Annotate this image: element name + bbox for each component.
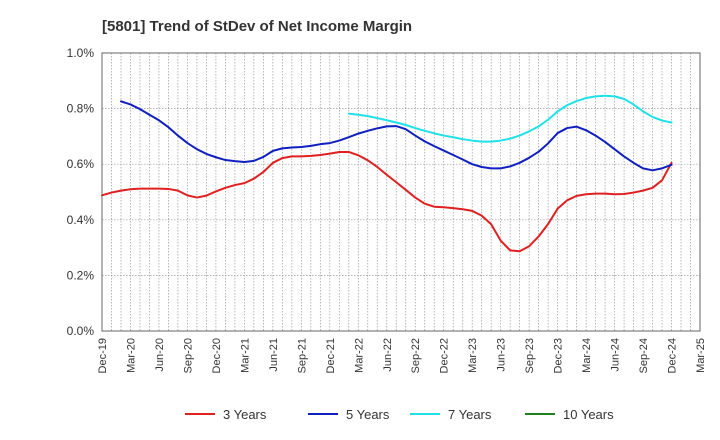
y-tick-label: 1.0% <box>67 46 95 60</box>
x-tick-label: Mar-24 <box>581 338 593 373</box>
x-tick-label: Mar-23 <box>467 338 479 373</box>
y-tick-label: 0.4% <box>67 213 95 227</box>
legend-label-10-years: 10 Years <box>563 407 614 422</box>
legend-label-3-years: 3 Years <box>223 407 267 422</box>
x-tick-label: Mar-20 <box>125 338 137 373</box>
x-tick-label: Jun-20 <box>154 338 166 372</box>
x-tick-label: Jun-24 <box>610 338 622 372</box>
x-tick-label: Mar-25 <box>695 338 707 373</box>
legend: 3 Years 5 Years 7 Years 10 Years <box>185 407 614 422</box>
x-tick-label: Dec-21 <box>325 338 337 373</box>
x-tick-label: Jun-21 <box>268 338 280 372</box>
series-line-3-years <box>101 150 673 253</box>
y-tick-label: 0.8% <box>67 102 95 116</box>
y-tick-label: 0.2% <box>67 268 95 282</box>
x-tick-label: Sep-22 <box>410 338 422 373</box>
x-axis: Dec-19 Mar-20 Jun-20 Sep-20 Dec-20 Mar-21 Jun-… <box>97 338 707 373</box>
x-tick-label: Dec-19 <box>97 338 109 373</box>
series-lines <box>101 94 673 253</box>
legend-label-7-years: 7 Years <box>448 407 492 422</box>
x-tick-label: Sep-20 <box>182 338 194 373</box>
x-tick-label: Jun-22 <box>382 338 394 372</box>
y-tick-label: 0.0% <box>67 324 95 338</box>
legend-label-5-years: 5 Years <box>346 407 390 422</box>
y-tick-label: 0.6% <box>67 157 95 171</box>
x-tick-label: Dec-22 <box>439 338 451 373</box>
x-tick-label: Mar-22 <box>353 338 365 373</box>
plot-area <box>102 53 700 331</box>
grid <box>101 52 701 332</box>
x-tick-label: Sep-23 <box>524 338 536 373</box>
x-tick-label: Dec-24 <box>667 338 679 373</box>
x-tick-label: Dec-20 <box>211 338 223 373</box>
x-tick-label: Dec-23 <box>553 338 565 373</box>
series-line-7-years <box>347 94 673 143</box>
series-line-5-years <box>119 100 673 172</box>
x-tick-label: Sep-24 <box>638 338 650 373</box>
y-axis: 0.0% 0.2% 0.4% 0.6% 0.8% 1.0% <box>67 46 95 338</box>
x-tick-label: Jun-23 <box>496 338 508 372</box>
chart-title: [5801] Trend of StDev of Net Income Marg… <box>102 18 412 35</box>
plot-border <box>101 52 701 332</box>
x-tick-label: Sep-21 <box>296 338 308 373</box>
x-tick-label: Mar-21 <box>239 338 251 373</box>
